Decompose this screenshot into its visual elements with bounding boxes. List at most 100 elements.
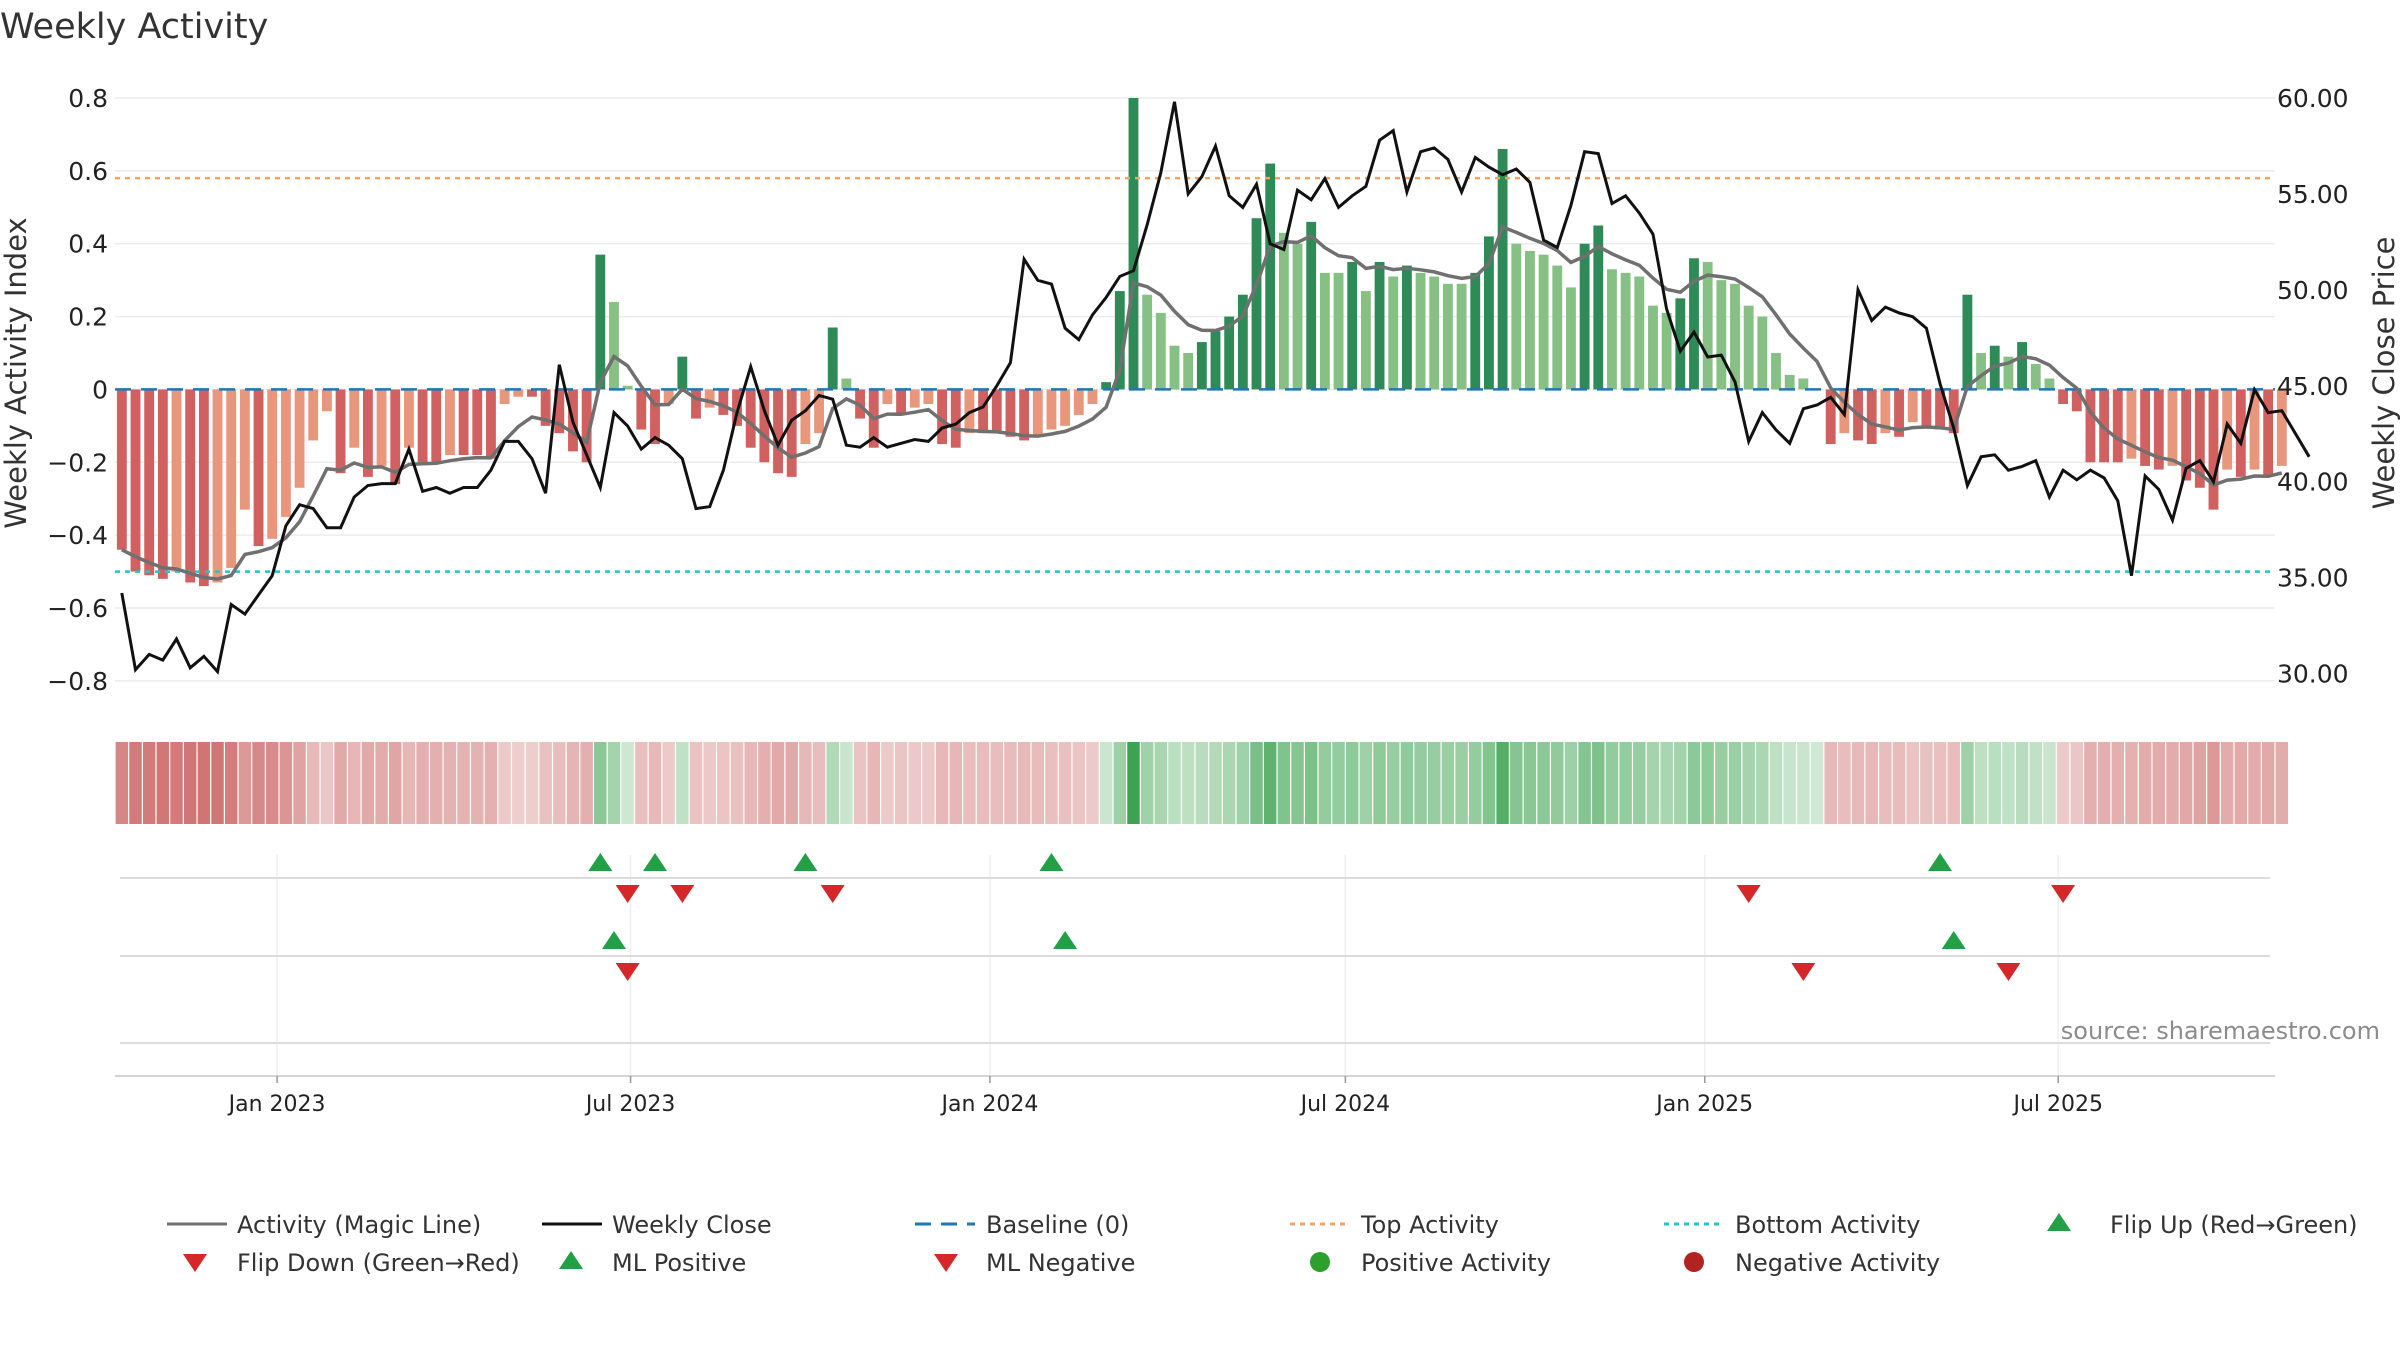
heat-strip-cell <box>1441 742 1455 824</box>
activity-bar <box>431 389 442 463</box>
legend-label-flip-up: Flip Up (Red→Green) <box>2110 1211 2358 1239</box>
heat-strip-cell <box>1250 742 1263 824</box>
heat-strip-cell <box>1523 742 1537 824</box>
activity-bar <box>171 389 182 572</box>
legend-label-magic-line: Activity (Magic Line) <box>237 1211 481 1239</box>
heat-strip-cell <box>1988 742 2001 824</box>
activity-bar <box>2003 356 2014 390</box>
activity-bar <box>1634 276 1645 390</box>
activity-bar <box>1388 276 1399 390</box>
activity-bar <box>1716 280 1727 390</box>
activity-bar <box>1525 251 1535 390</box>
heat-strip-cell <box>2248 742 2261 824</box>
activity-bar <box>1306 221 1317 390</box>
heat-strip-cell <box>1373 742 1386 824</box>
heat-strip-cell <box>771 742 785 824</box>
activity-bar <box>1607 269 1617 390</box>
activity-bar <box>937 389 948 445</box>
heat-strip-cell <box>1742 742 1755 824</box>
legend-item-ml-positive: ML Positive <box>559 1249 746 1277</box>
heat-strip-cell <box>2070 742 2084 824</box>
ml-positive-marker <box>601 931 626 949</box>
activity-bar <box>1743 305 1754 390</box>
activity-bar <box>212 389 223 583</box>
legend-item-weekly-close: Weekly Close <box>542 1211 772 1239</box>
activity-bar <box>308 389 319 441</box>
heat-strip-cell <box>1099 742 1113 824</box>
activity-bar <box>1689 258 1699 390</box>
right-y-tick-label: 50.00 <box>2277 276 2349 305</box>
heat-strip-cell <box>1113 742 1127 824</box>
legend-label-weekly-close: Weekly Close <box>612 1211 772 1239</box>
heat-strip-cell <box>1769 742 1783 824</box>
heat-strip-cell <box>566 742 580 824</box>
activity-bar <box>376 389 387 466</box>
activity-bar <box>1648 305 1658 390</box>
heat-strip-cell <box>2152 742 2166 824</box>
legend-ml-negative-icon <box>934 1254 958 1272</box>
activity-bar <box>1183 353 1194 390</box>
heat-strip-cell <box>1428 742 1441 824</box>
activity-bar <box>527 389 537 397</box>
flip-up-marker <box>793 853 818 871</box>
activity-bar <box>896 389 906 415</box>
activity-bar <box>2126 389 2137 459</box>
heat-strip-cell <box>2015 742 2029 824</box>
activity-bar <box>157 389 168 579</box>
activity-bar <box>595 254 606 390</box>
left-y-tick-label: 0 <box>92 375 108 404</box>
heat-strip-cell <box>1906 742 1919 824</box>
activity-bar <box>1935 389 1945 430</box>
activity-bar <box>1032 389 1043 437</box>
heat-strip-cell <box>621 742 634 824</box>
activity-bar <box>1101 382 1112 390</box>
activity-bar <box>144 389 155 576</box>
activity-bar <box>1661 312 1672 390</box>
heat-strip-cell <box>1605 742 1619 824</box>
heat-strip-cell <box>238 742 252 824</box>
activity-bar <box>2208 389 2219 510</box>
activity-bar <box>2194 389 2205 488</box>
activity-bar <box>130 389 141 572</box>
heat-strip-cell <box>1592 742 1605 824</box>
heat-strip-cell <box>389 742 402 824</box>
activity-bar <box>486 389 496 459</box>
heat-strip-cell <box>1865 742 1878 824</box>
heat-strip-cell <box>211 742 224 824</box>
left-y-tick-label: −0.2 <box>47 448 108 477</box>
heat-strip-cell <box>2166 742 2179 824</box>
flip-up-marker <box>1928 853 1953 871</box>
activity-bar <box>1278 232 1289 390</box>
activity-bar <box>704 389 715 408</box>
heat-strip-cell <box>361 742 375 824</box>
activity-bar <box>280 389 291 517</box>
activity-bar <box>1442 283 1453 390</box>
activity-heat-strip <box>115 742 2289 824</box>
activity-bar <box>1825 389 1836 445</box>
heat-strip-cell <box>881 742 894 824</box>
left-y-tick-label: −0.6 <box>47 594 108 623</box>
heat-strip-cell <box>1701 742 1714 824</box>
heat-strip-cell <box>1687 742 1701 824</box>
heat-strip-cell <box>1920 742 1933 824</box>
legend-item-flip-down: Flip Down (Green→Red) <box>183 1249 520 1277</box>
activity-bar <box>1142 294 1153 390</box>
x-tick-label: Jan 2023 <box>227 1092 326 1117</box>
activity-bar <box>1374 261 1385 390</box>
activity-bar <box>362 389 373 477</box>
legend-label-negative-activity: Negative Activity <box>1735 1249 1940 1277</box>
heat-strip-cell <box>1222 742 1236 824</box>
heat-strip-cell <box>525 742 539 824</box>
flip-down-marker <box>1736 885 1761 903</box>
activity-bar <box>1730 283 1740 390</box>
x-tick-label: Jul 2023 <box>584 1092 676 1117</box>
heat-strip-cell <box>1004 742 1017 824</box>
activity-bar <box>691 389 701 419</box>
heat-strip-cell <box>1838 742 1851 824</box>
heat-strip-cell <box>183 742 197 824</box>
legend-triangle-down-icon <box>183 1254 207 1272</box>
activity-bar <box>800 389 811 445</box>
activity-bar <box>622 385 633 390</box>
heat-strip-cell <box>1578 742 1591 824</box>
activity-bar <box>417 389 428 463</box>
